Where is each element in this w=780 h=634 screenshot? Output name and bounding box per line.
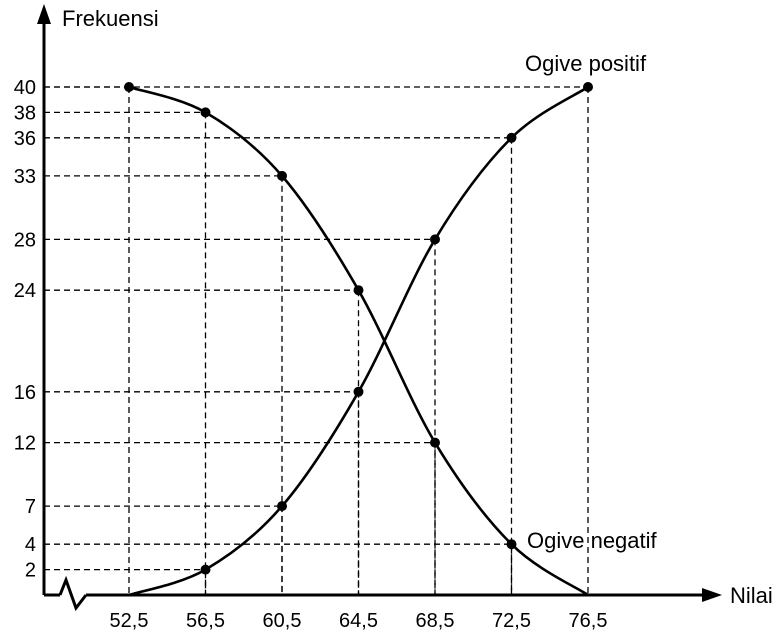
series-label-ogive-negatif: Ogive negatif (527, 528, 658, 553)
ogive-positif-point (506, 132, 517, 143)
markers (124, 82, 593, 575)
ogive-negatif-point (124, 82, 134, 92)
x-tick-labels: 52,5 56,5 60,5 64,5 68,5 72,5 76,5 (110, 610, 608, 632)
ogive-negatif-point (506, 539, 517, 550)
y-axis-title: Frekuensi (62, 6, 159, 31)
axes (37, 4, 722, 612)
y-axis-arrow (37, 4, 51, 24)
guide-lines (44, 86, 589, 595)
y-tick-label: 7 (25, 496, 36, 518)
y-tick-label: 16 (14, 382, 36, 404)
y-tick-label: 33 (14, 166, 36, 188)
ogive-positif-point (430, 234, 440, 245)
x-tick-label: 76,5 (569, 610, 608, 632)
x-axis-arrow (702, 588, 722, 602)
ogive-negatif-point (430, 437, 440, 448)
ogive-negatif-point (277, 170, 287, 181)
y-tick-label: 4 (25, 534, 36, 556)
y-tick-label: 28 (14, 229, 36, 251)
y-tick-label: 38 (14, 102, 36, 124)
ogive-positif-point (583, 82, 593, 92)
ogive-positif-point (353, 386, 364, 397)
x-tick-label: 72,5 (492, 610, 531, 632)
y-tick-label: 12 (14, 433, 36, 455)
series-label-ogive-positif: Ogive positif (525, 51, 647, 76)
x-tick-label: 52,5 (110, 610, 149, 632)
x-tick-label: 56,5 (186, 610, 225, 632)
ogive-negatif-point (353, 285, 364, 296)
x-tick-label: 68,5 (416, 610, 455, 632)
x-tick-label: 60,5 (263, 610, 302, 632)
y-tick-label: 2 (25, 560, 36, 582)
ogive-negatif-point (200, 107, 211, 118)
y-tick-label: 40 (14, 77, 36, 99)
x-tick-label: 64,5 (339, 610, 378, 632)
axis-break-zigzag (58, 575, 88, 612)
y-tick-label: 36 (14, 128, 36, 150)
y-tick-label: 24 (14, 280, 36, 302)
x-axis-title: Nilai (730, 583, 773, 608)
ogive-positif-point (200, 564, 211, 575)
ogive-positif-point (277, 501, 287, 512)
